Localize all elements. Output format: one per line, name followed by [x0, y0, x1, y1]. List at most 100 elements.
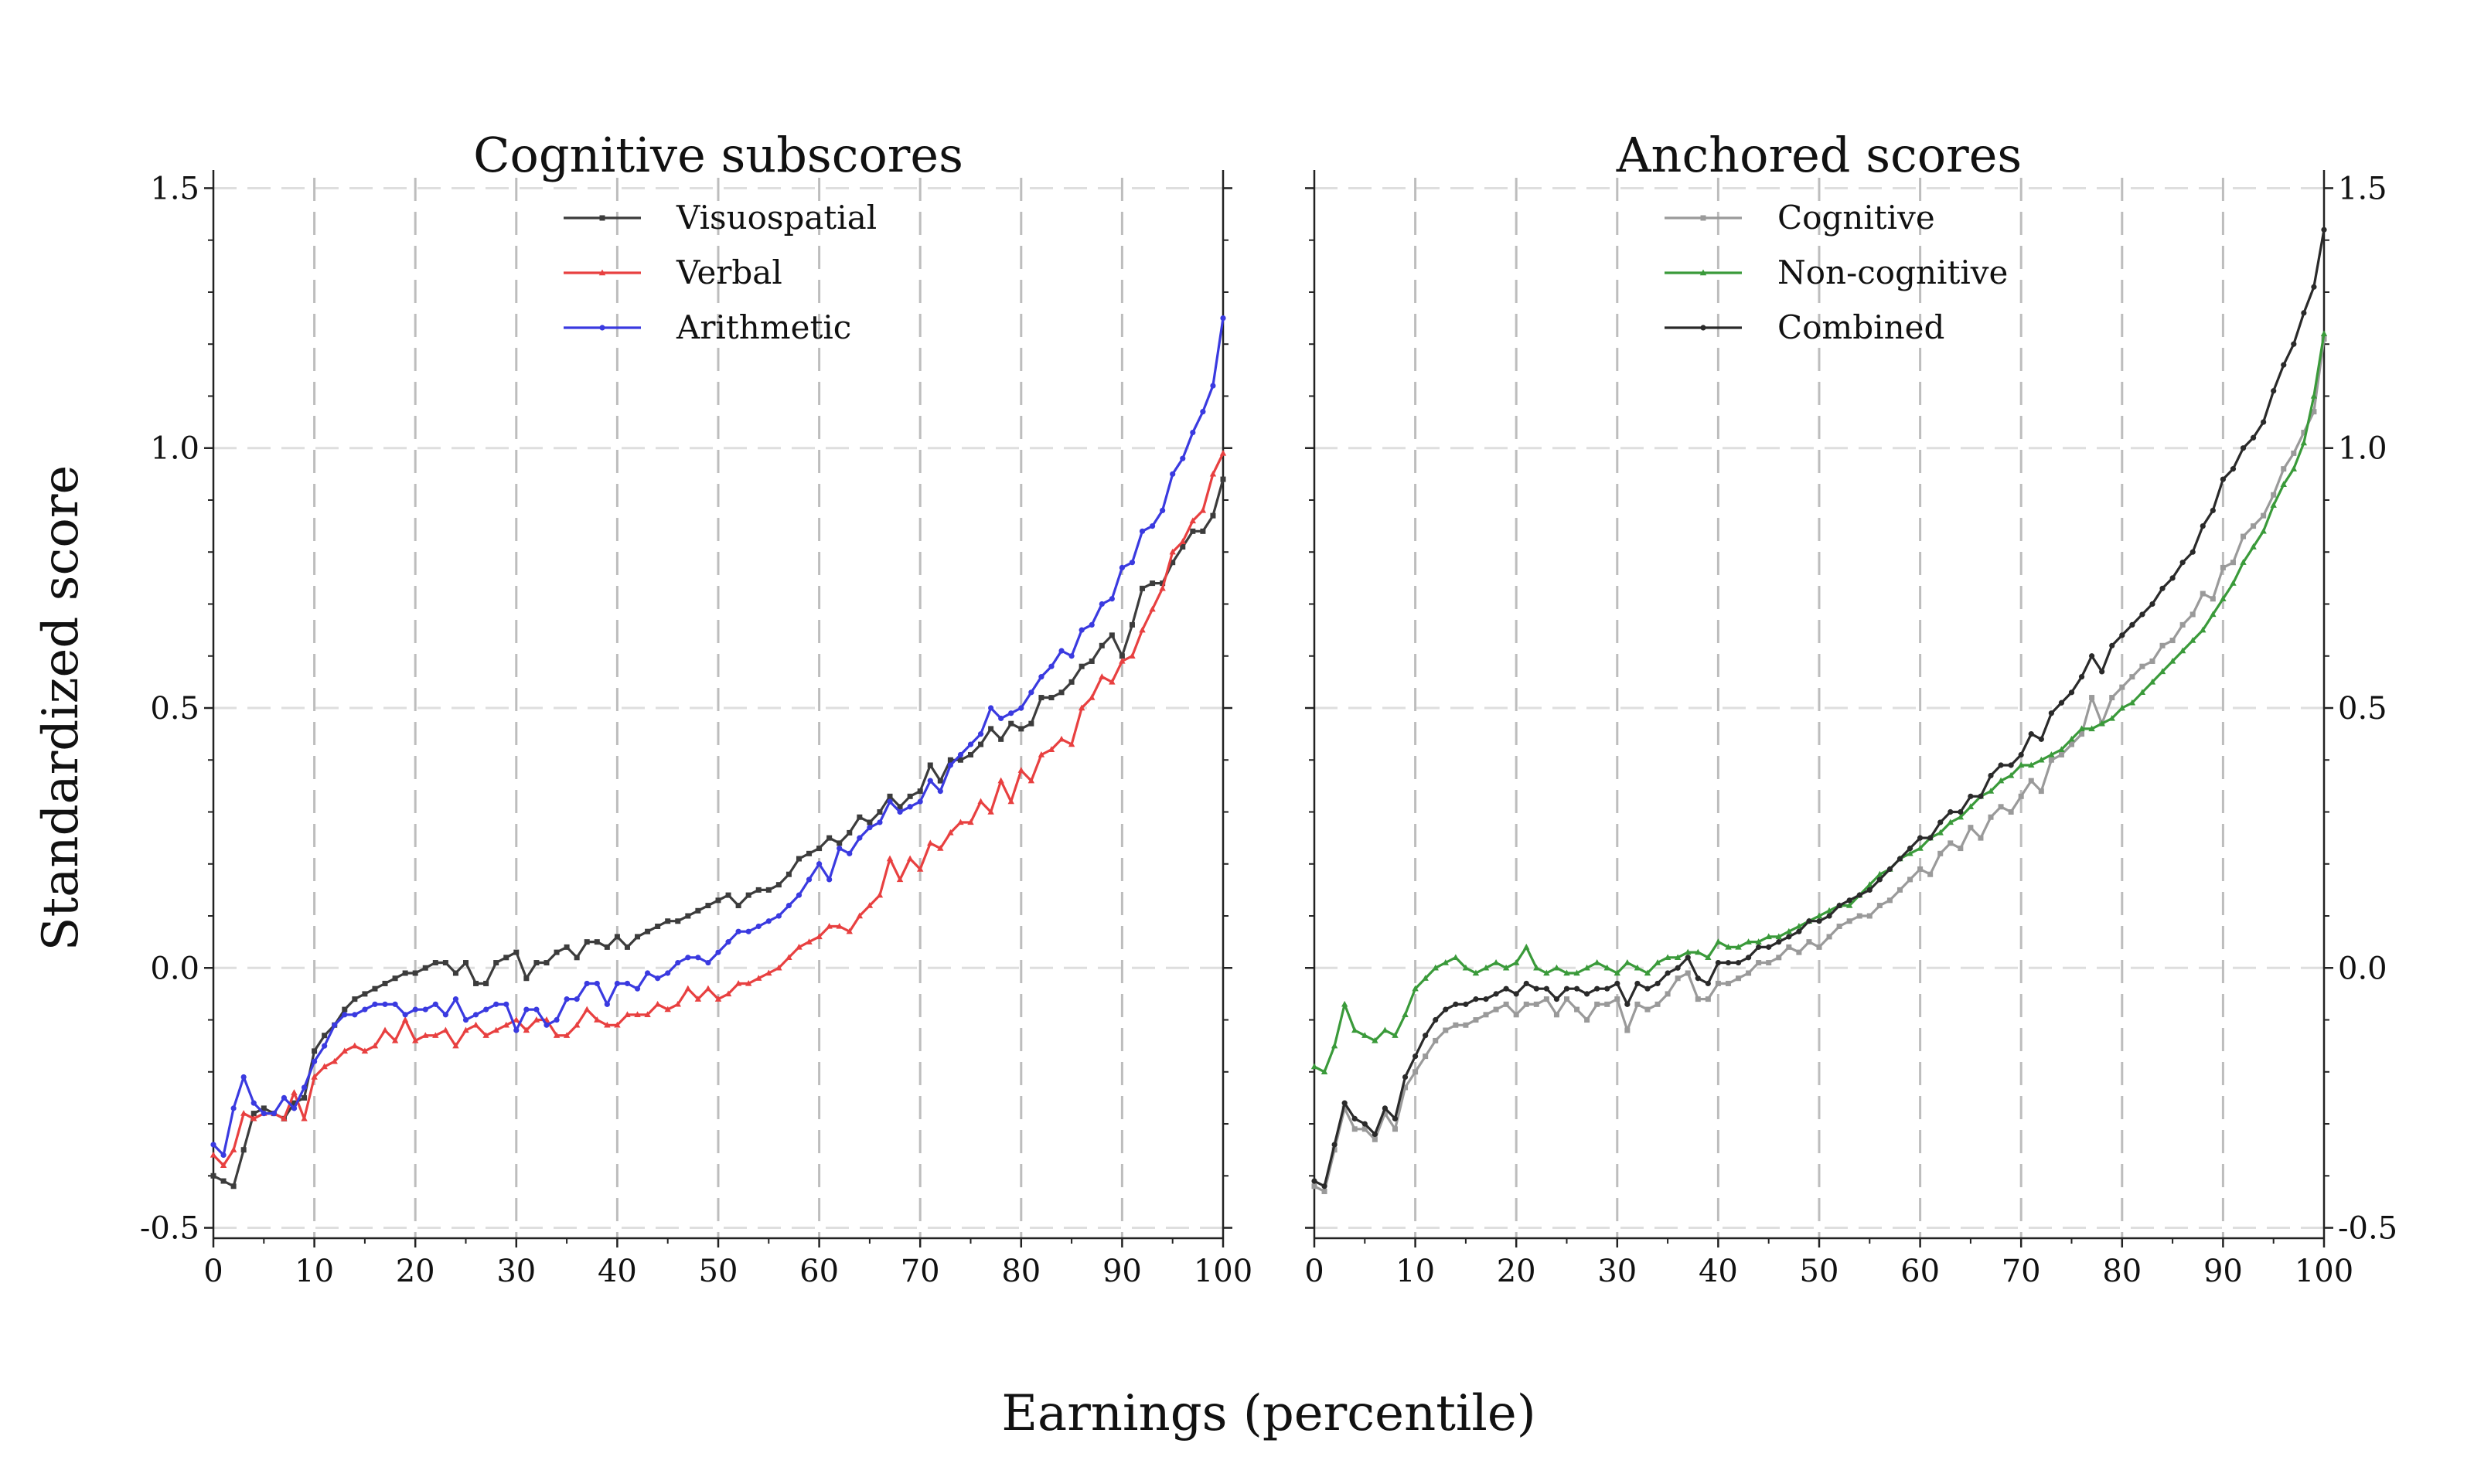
data-point [574, 955, 580, 961]
data-point [877, 809, 883, 815]
data-point [2129, 674, 2135, 680]
data-point [685, 955, 691, 961]
data-point [523, 975, 530, 982]
data-point [734, 979, 742, 986]
data-point [513, 1027, 520, 1033]
data-point [947, 762, 953, 768]
data-point [644, 970, 651, 976]
data-point [806, 876, 813, 883]
data-point [442, 960, 448, 966]
data-point [301, 1115, 308, 1122]
data-point [2210, 507, 2216, 514]
data-point [1998, 762, 2004, 768]
data-point [2069, 741, 2074, 747]
data-point [998, 736, 1004, 742]
data-point [1604, 1001, 1610, 1007]
data-point [665, 970, 671, 976]
data-point [1988, 772, 1994, 779]
data-point [1341, 1100, 1348, 1106]
data-point [937, 778, 943, 784]
data-point [2179, 647, 2186, 654]
data-point [1502, 964, 1510, 971]
data-point [897, 804, 903, 810]
data-point [1160, 580, 1166, 587]
data-point [1624, 1001, 1631, 1007]
legend-label: Cognitive [1777, 199, 1935, 237]
data-point [1856, 913, 1862, 919]
panel-anchored-scores: Anchored scores 0 10 20 30 40 50 60 70 80 90 100 -0… [1304, 127, 2397, 1289]
data-point [482, 1032, 489, 1038]
data-point [452, 970, 458, 976]
data-point [291, 1100, 297, 1106]
data-point [634, 985, 641, 992]
data-point [2179, 560, 2186, 566]
data-point [876, 891, 884, 898]
y-tick-label: 0.0 [2338, 951, 2387, 986]
data-point [362, 1006, 368, 1013]
data-point [1068, 740, 1075, 747]
data-point [1079, 627, 1085, 633]
data-point [826, 835, 833, 841]
data-point [1968, 825, 1974, 831]
data-point [1200, 409, 1206, 415]
data-point [1563, 985, 1570, 992]
data-point [1533, 964, 1540, 971]
data-point [533, 1016, 540, 1023]
data-point [1846, 918, 1852, 924]
data-point [462, 1026, 469, 1033]
data-point [1311, 1178, 1317, 1184]
data-point [302, 1094, 308, 1101]
data-point [1068, 679, 1075, 685]
data-point [351, 1042, 359, 1049]
data-point [775, 882, 782, 888]
data-point [1189, 517, 1197, 524]
data-point [312, 1048, 318, 1054]
data-point [2220, 564, 2226, 570]
data-point [332, 1022, 338, 1028]
data-point [1453, 1001, 1459, 1007]
data-point [1917, 845, 1924, 851]
data-point [1220, 315, 1226, 322]
data-point [1583, 964, 1590, 971]
data-point [1472, 969, 1480, 976]
data-point [1402, 1084, 1409, 1091]
data-point [705, 903, 711, 909]
data-point [1089, 658, 1095, 664]
data-point [401, 1016, 409, 1023]
data-point [2261, 419, 2267, 425]
data-point [957, 757, 963, 763]
data-point [2270, 502, 2277, 508]
data-point [342, 1012, 348, 1018]
legend: Cognitive Non-cognitive Combined [1665, 199, 2008, 346]
data-point [322, 1043, 328, 1049]
data-point [372, 985, 378, 992]
data-point [755, 975, 762, 981]
legend-marker [599, 325, 605, 331]
data-point [1058, 735, 1065, 742]
y-tick-label: -0.5 [140, 1211, 199, 1247]
data-point [1028, 720, 1034, 727]
data-point [1695, 975, 1701, 982]
data-point [1957, 813, 1965, 820]
data-point [1523, 943, 1530, 950]
data-point [1351, 1026, 1358, 1033]
data-point [635, 934, 641, 940]
data-point [523, 1026, 530, 1033]
x-tick-label: 90 [1102, 1254, 1142, 1289]
data-point [1937, 829, 1944, 836]
data-point [2210, 596, 2216, 602]
data-point [1170, 560, 1176, 566]
data-point [1058, 648, 1065, 654]
data-point [1876, 870, 1883, 877]
data-point [1433, 1037, 1439, 1043]
data-point [1948, 840, 1954, 846]
data-point [1453, 1022, 1459, 1028]
data-point [261, 1105, 267, 1111]
data-point [2018, 761, 2025, 768]
data-point [665, 918, 671, 924]
data-point [210, 1173, 216, 1179]
data-point [1725, 980, 1731, 986]
data-point [442, 1026, 449, 1033]
data-point [1129, 560, 1136, 566]
data-point [927, 762, 933, 768]
